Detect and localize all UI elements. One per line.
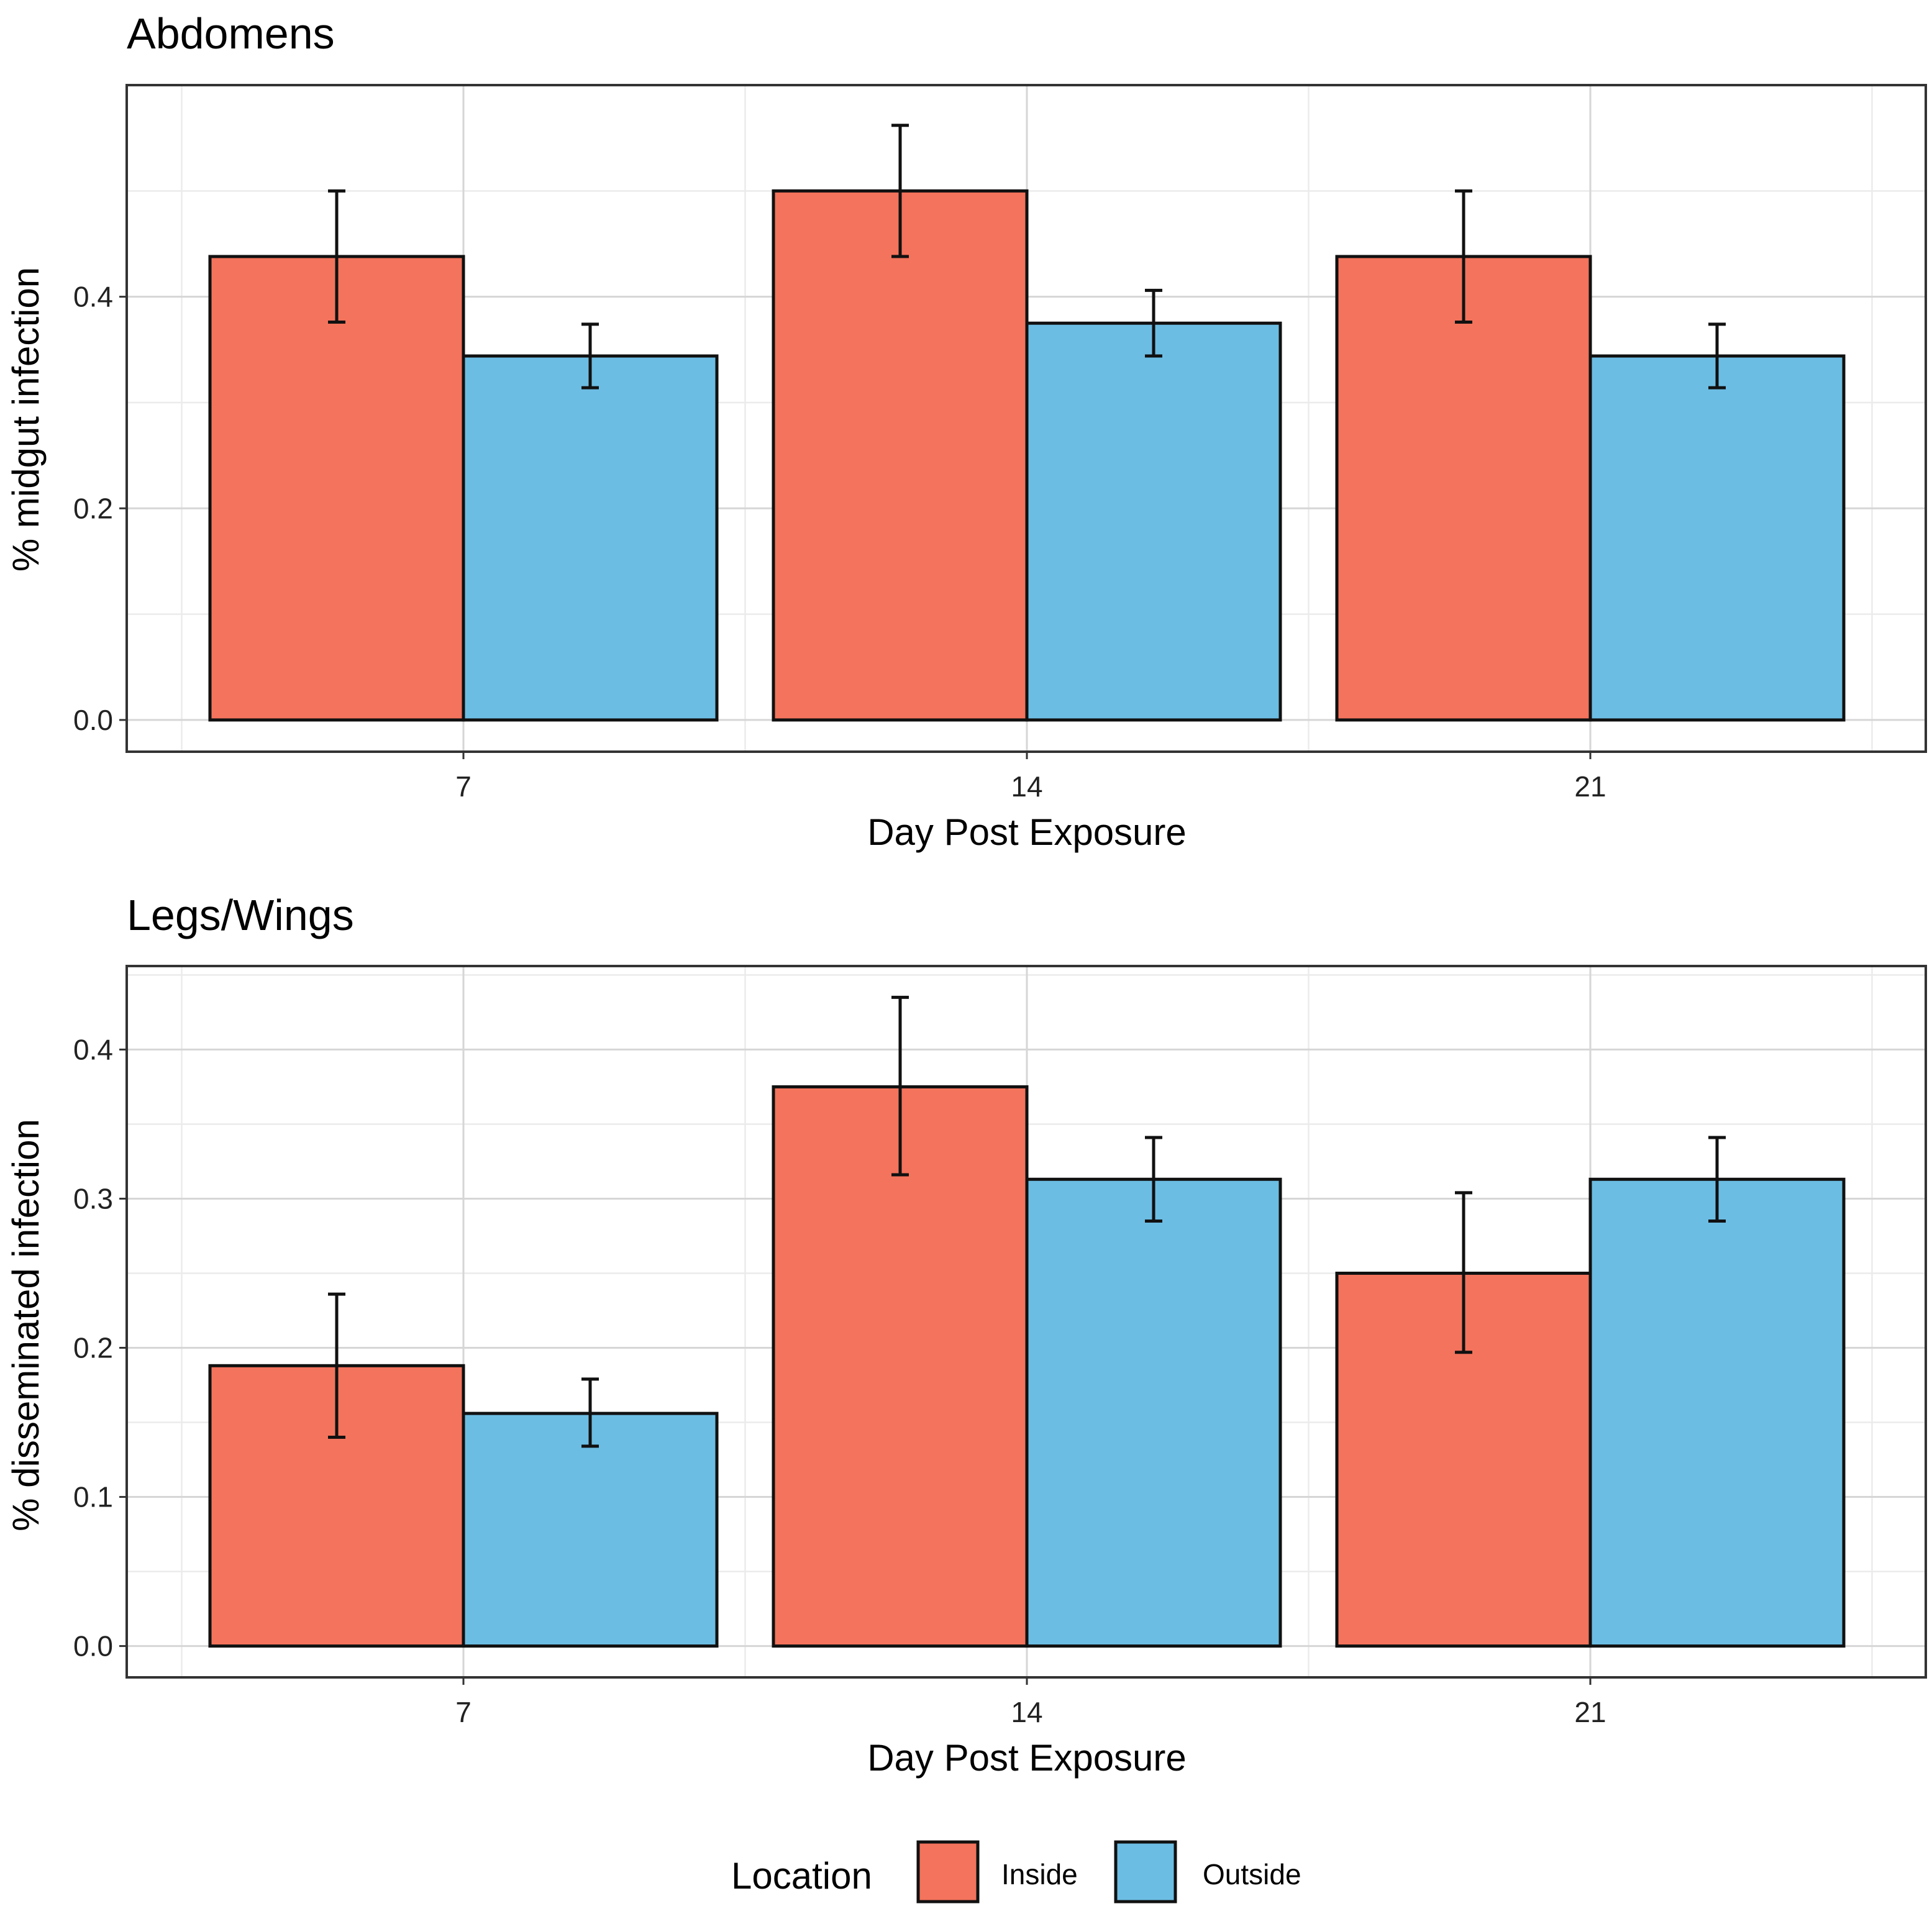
y-tick-label: 0.0 xyxy=(73,1630,113,1662)
y-tick-label: 0.3 xyxy=(73,1182,113,1215)
bar-inside-21 xyxy=(1335,255,1592,722)
bar-inside-7 xyxy=(208,255,465,722)
legend-title: Location xyxy=(731,1855,872,1897)
x-axis-title-legs-wings: Day Post Exposure xyxy=(867,1737,1187,1779)
plot-area-legs-wings: 0.0 0.1 0.2 0.3 0.4 7 14 21 xyxy=(73,965,1927,1728)
y-tick-label: 0.2 xyxy=(73,1332,113,1364)
bar-outside-7 xyxy=(462,354,719,722)
x-tick-label: 14 xyxy=(1011,770,1042,803)
x-tick-label: 7 xyxy=(455,1696,472,1728)
x-tick-label: 14 xyxy=(1011,1696,1042,1728)
legend-label-outside: Outside xyxy=(1203,1858,1301,1890)
bar-outside-21 xyxy=(1588,1177,1846,1648)
x-tick-label: 21 xyxy=(1574,1696,1606,1728)
bar-inside-14 xyxy=(772,189,1029,722)
x-tick-label: 21 xyxy=(1574,770,1606,803)
x-tick-label: 7 xyxy=(455,770,472,803)
panel-abdomens: Abdomens % midgut infection Day Post Exp… xyxy=(5,9,1927,853)
legend-label-inside: Inside xyxy=(1001,1858,1078,1890)
y-axis-title-abdomens: % midgut infection xyxy=(5,267,47,572)
y-tick-label: 0.1 xyxy=(73,1481,113,1513)
panel-title-legs-wings: Legs/Wings xyxy=(127,891,354,939)
bar-outside-14 xyxy=(1025,321,1282,722)
plot-border xyxy=(125,965,1927,1679)
bar-inside-14 xyxy=(772,1085,1029,1648)
legend-key-inside xyxy=(916,1840,980,1903)
y-tick-label: 0.4 xyxy=(73,281,113,313)
panel-legs-wings: Legs/Wings % disseminated infection Day … xyxy=(5,891,1927,1779)
y-tick-label: 0.2 xyxy=(73,492,113,524)
y-axis-title-legs-wings: % disseminated infection xyxy=(5,1119,47,1531)
y-tick-label: 0.4 xyxy=(73,1033,113,1065)
legend: Location Inside Outside xyxy=(731,1840,1301,1903)
bar-outside-14 xyxy=(1025,1177,1282,1648)
legend-key-outside xyxy=(1114,1840,1177,1903)
y-tick-label: 0.0 xyxy=(73,704,113,736)
plot-border xyxy=(125,84,1927,753)
plot-area-abdomens: 0.0 0.2 0.4 7 14 21 xyxy=(73,84,1927,803)
bar-outside-21 xyxy=(1588,354,1846,722)
panel-title-abdomens: Abdomens xyxy=(127,9,335,58)
bar-outside-7 xyxy=(462,1411,719,1648)
x-axis-title-abdomens: Day Post Exposure xyxy=(867,811,1187,853)
